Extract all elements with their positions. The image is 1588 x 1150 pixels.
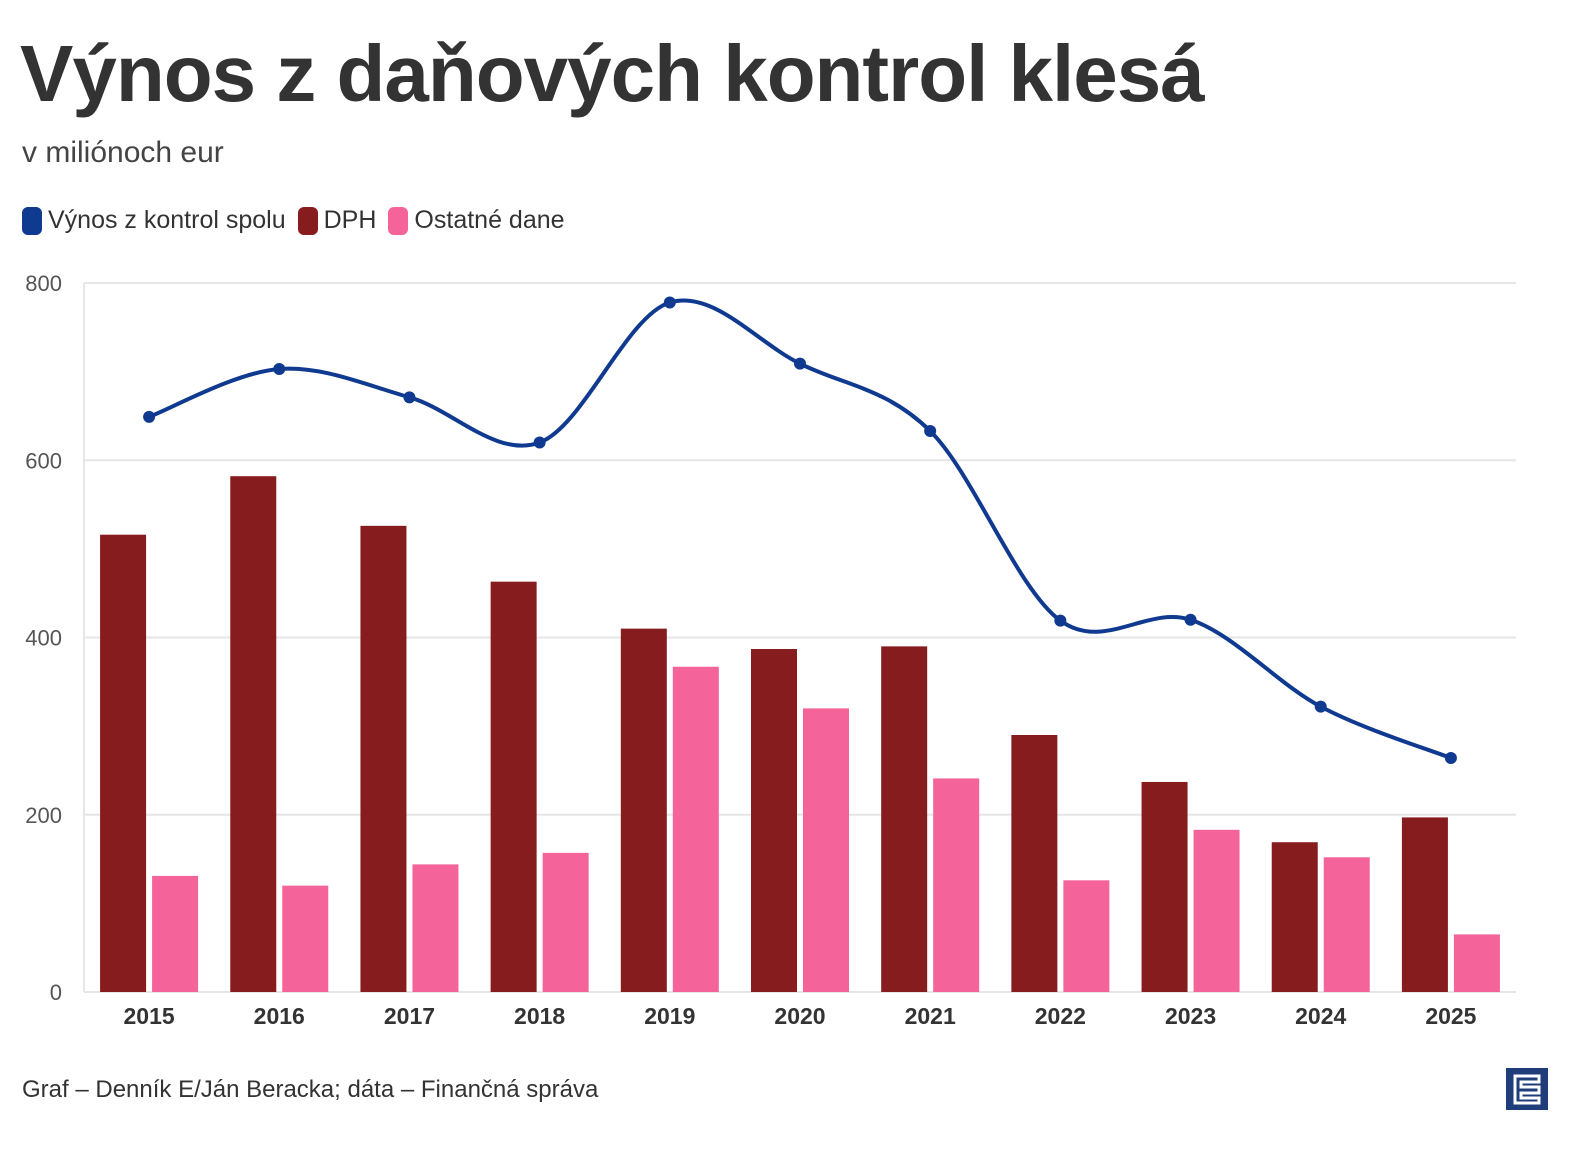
chart-subtitle: v miliónoch eur bbox=[22, 136, 224, 169]
bar-ostatne-dane bbox=[1453, 934, 1500, 992]
y-tick-label: 600 bbox=[25, 448, 62, 473]
line-point-total bbox=[663, 296, 676, 309]
legend-label: Ostatné dane bbox=[414, 206, 565, 234]
x-tick-label: 2015 bbox=[124, 1003, 175, 1029]
x-tick-label: 2024 bbox=[1295, 1003, 1346, 1029]
bar-dph bbox=[1141, 781, 1188, 992]
bar-ostatne-dane bbox=[672, 666, 719, 992]
x-tick-label: 2020 bbox=[774, 1003, 825, 1029]
bar-ostatne-dane bbox=[542, 852, 589, 992]
bar-ostatne-dane bbox=[412, 864, 459, 992]
y-tick-label: 200 bbox=[25, 803, 62, 828]
bar-dph bbox=[1011, 734, 1058, 992]
bar-dph bbox=[230, 476, 277, 992]
bar-ostatne-dane bbox=[1323, 857, 1370, 992]
x-tick-label: 2019 bbox=[644, 1003, 695, 1029]
line-point-total bbox=[1314, 700, 1327, 713]
bar-dph bbox=[881, 646, 928, 992]
bar-ostatne-dane bbox=[152, 875, 199, 992]
bar-ostatne-dane bbox=[933, 778, 980, 992]
legend-swatch bbox=[297, 206, 318, 235]
x-tick-label: 2018 bbox=[514, 1003, 565, 1029]
line-point-total bbox=[143, 410, 156, 423]
chart-title: Výnos z daňových kontrol klesá bbox=[20, 29, 1205, 118]
bar-dph bbox=[360, 525, 407, 992]
legend: Výnos z kontrol spolu DPH Ostatné dane bbox=[22, 206, 565, 235]
line-point-total bbox=[794, 357, 806, 370]
y-tick-label: 0 bbox=[50, 980, 62, 1005]
legend-swatch bbox=[22, 206, 42, 235]
line-point-total bbox=[1184, 613, 1197, 626]
bar-ostatne-dane bbox=[803, 708, 849, 992]
legend-item-dph: DPH bbox=[297, 206, 377, 235]
bar-ostatne-dane bbox=[1193, 829, 1240, 992]
line-point-total bbox=[924, 425, 937, 438]
bar-dph bbox=[100, 534, 147, 992]
bar-ostatne-dane bbox=[1063, 880, 1110, 992]
line-point-total bbox=[403, 391, 416, 404]
line-point-total bbox=[1054, 614, 1067, 627]
legend-swatch bbox=[388, 206, 409, 235]
line-point-total bbox=[1444, 752, 1457, 765]
bar-dph bbox=[490, 581, 537, 992]
x-tick-label: 2025 bbox=[1425, 1003, 1476, 1029]
x-tick-label: 2016 bbox=[254, 1003, 305, 1029]
bar-dph bbox=[751, 649, 797, 992]
legend-label: DPH bbox=[323, 206, 377, 234]
x-tick-label: 2021 bbox=[905, 1003, 956, 1029]
x-tick-label: 2023 bbox=[1165, 1003, 1216, 1029]
line-point-total bbox=[273, 362, 286, 375]
source-note: Graf – Denník E/Ján Beracka; dáta – Fina… bbox=[22, 1076, 599, 1103]
legend-label: Výnos z kontrol spolu bbox=[48, 206, 286, 234]
legend-item-total: Výnos z kontrol spolu bbox=[22, 206, 286, 235]
bar-dph bbox=[1271, 842, 1318, 992]
legend-item-other: Ostatné dane bbox=[388, 206, 565, 235]
bar-dph bbox=[1401, 817, 1448, 992]
bar-dph bbox=[620, 628, 667, 992]
bar-ostatne-dane bbox=[282, 885, 329, 992]
denník-e-logo bbox=[1506, 1068, 1548, 1110]
x-tick-label: 2022 bbox=[1035, 1003, 1086, 1029]
y-tick-label: 800 bbox=[25, 271, 62, 296]
line-point-total bbox=[533, 436, 546, 449]
y-tick-label: 400 bbox=[25, 626, 62, 651]
x-tick-label: 2017 bbox=[384, 1003, 435, 1029]
